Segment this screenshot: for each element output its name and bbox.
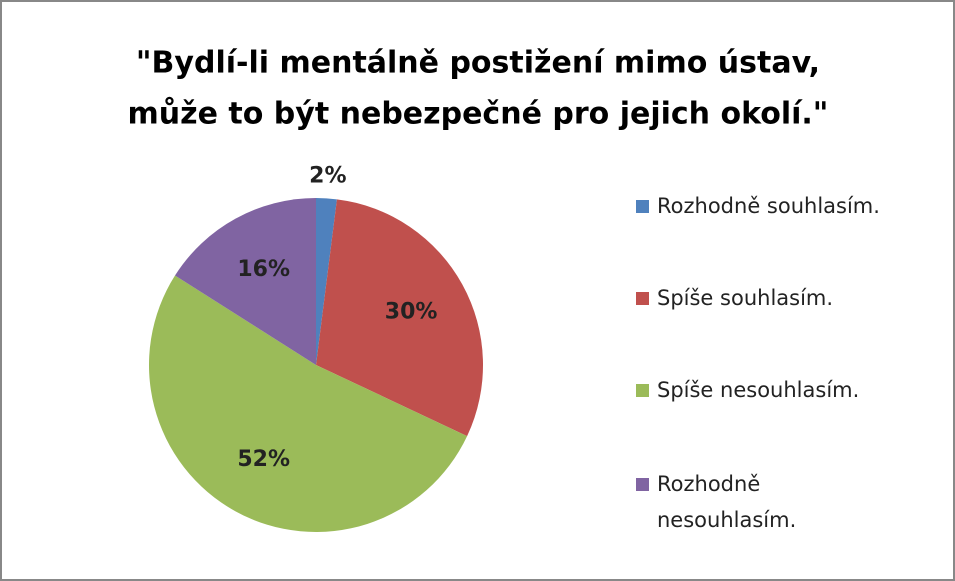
data-label: 16% (237, 257, 290, 282)
data-label: 30% (385, 300, 438, 325)
legend-label: Spíše souhlasím. (657, 286, 834, 310)
legend-item: Spíše souhlasím. (636, 280, 936, 316)
legend-label: Rozhodně souhlasím. (657, 194, 880, 218)
data-label: 2% (309, 164, 346, 189)
legend-item: Spíše nesouhlasím. (636, 372, 936, 408)
chart-title: "Bydlí-li mentálně postižení mimo ústav, (136, 46, 820, 81)
pie-slice (316, 199, 483, 437)
pie-slice (148, 275, 468, 533)
legend-label: Spíše nesouhlasím. (657, 378, 860, 402)
data-label: 52% (237, 447, 290, 472)
legend-swatch (636, 200, 649, 213)
legend-item: Rozhodně nesouhlasím. (636, 466, 936, 538)
pie-slice (316, 198, 337, 365)
chart-title: může to být nebezpečné pro jejich okolí.… (128, 96, 829, 132)
legend-swatch (636, 384, 649, 397)
legend-swatch (636, 292, 649, 305)
legend-label: Rozhodně nesouhlasím. (657, 472, 797, 532)
pie-slice (174, 198, 316, 365)
legend-swatch (636, 478, 649, 491)
legend-item: Rozhodně souhlasím. (636, 188, 936, 224)
